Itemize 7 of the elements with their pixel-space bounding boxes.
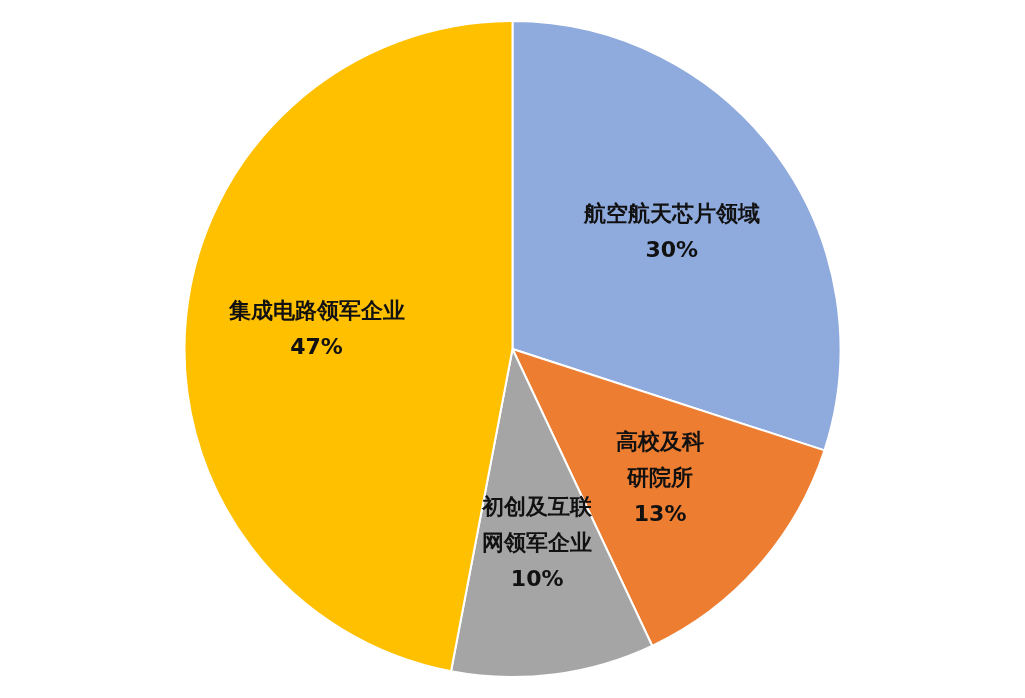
slice-label: 航空航天芯片领域 <box>582 201 760 227</box>
data-label: 30% <box>645 237 699 263</box>
data-label: 13% <box>633 500 687 526</box>
data-label: 47% <box>290 334 343 360</box>
slice-label: 集成电路领军企业 <box>227 298 405 324</box>
slice-label: 高校及科研院所 <box>616 428 705 490</box>
data-label: 10% <box>510 565 564 591</box>
